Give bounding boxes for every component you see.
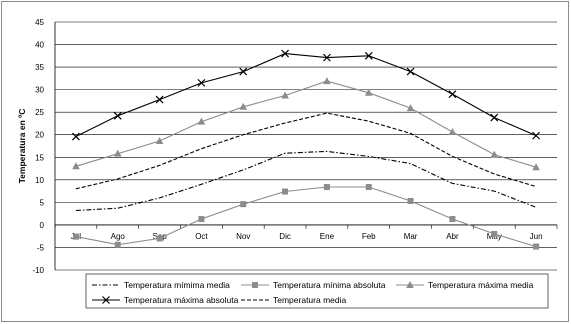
series-1-point <box>491 230 498 237</box>
x-tick-label-nov: Nov <box>236 232 250 241</box>
series-3-point <box>322 53 331 62</box>
series-3-point <box>532 131 541 140</box>
series-2-point <box>406 104 415 112</box>
series-2-point <box>239 102 248 110</box>
series-2-point <box>155 137 164 145</box>
legend-label: Temperatura media <box>273 295 347 305</box>
x-tick-label-ene: Ene <box>320 232 335 241</box>
y-tick-label: 20 <box>35 131 44 140</box>
y-tick-label: 15 <box>35 153 44 162</box>
series-3-point <box>448 90 457 99</box>
series-1-point <box>156 235 163 242</box>
series-line-4 <box>75 112 537 190</box>
legend-label: Temperatura máxima absoluta <box>124 295 239 305</box>
series-1-point <box>282 188 289 195</box>
legend-swatch-marker <box>252 282 258 288</box>
series-2-point <box>113 149 122 157</box>
series-3-point <box>155 95 164 104</box>
legend-box <box>85 273 549 309</box>
series-line-2 <box>75 80 537 168</box>
series-1-point <box>365 184 372 191</box>
x-tick-label-mar: Mar <box>404 232 418 241</box>
series-1-point <box>323 184 330 191</box>
series-3-point <box>71 132 80 141</box>
series-1-point <box>72 233 79 240</box>
series-2-point <box>72 162 80 170</box>
x-tick-label-abr: Abr <box>446 232 459 241</box>
series-1-point <box>198 216 205 223</box>
y-tick-label: 30 <box>35 86 44 95</box>
y-axis-label: Temperatura en ºC <box>17 109 27 184</box>
y-tick-label: 35 <box>35 63 44 72</box>
legend-label: Temperatura mínima absoluta <box>273 280 386 290</box>
series-3-point <box>406 67 415 76</box>
series-2-point <box>197 117 206 125</box>
series-3-point <box>281 49 290 58</box>
series-1-point <box>240 201 247 208</box>
legend-label: Temperatura máxima media <box>428 280 534 290</box>
series-line-3 <box>75 53 537 137</box>
series-line-1 <box>75 186 537 248</box>
series-3-point <box>197 78 206 87</box>
series-3-point <box>113 111 122 120</box>
legend-swatch-marker <box>406 281 414 288</box>
y-tick-label: 0 <box>40 221 45 230</box>
y-tick-label: 5 <box>40 198 45 207</box>
series-3-point <box>239 67 248 76</box>
series-2-point <box>532 163 540 171</box>
series-3-point <box>490 113 499 122</box>
x-tick-label-dic: Dic <box>279 232 291 241</box>
x-tick-label-oct: Oct <box>195 232 208 241</box>
y-tick-label: -5 <box>37 243 45 252</box>
legend-label: Temperatura mímima media <box>124 280 230 290</box>
y-tick-label: 40 <box>35 41 44 50</box>
y-tick-label: 10 <box>35 176 44 185</box>
x-tick-label-jun: Jun <box>530 232 543 241</box>
series-1-point <box>449 216 456 223</box>
series-1-point <box>533 243 540 250</box>
series-3-point <box>364 51 373 60</box>
y-tick-label: 25 <box>35 108 44 117</box>
y-tick-label: -10 <box>32 266 44 275</box>
series-2-point <box>364 88 373 96</box>
legend-swatch-marker <box>102 296 110 304</box>
series-1-point <box>407 198 414 205</box>
x-tick-label-feb: Feb <box>362 232 376 241</box>
series-2-point <box>323 77 331 85</box>
series-2-point <box>281 91 289 99</box>
x-tick-label-ago: Ago <box>111 232 126 241</box>
series-line-0 <box>75 150 537 212</box>
series-1-point <box>114 241 121 248</box>
series-2-point <box>490 150 499 158</box>
y-tick-label: 45 <box>35 18 44 27</box>
series-2-point <box>448 128 457 136</box>
